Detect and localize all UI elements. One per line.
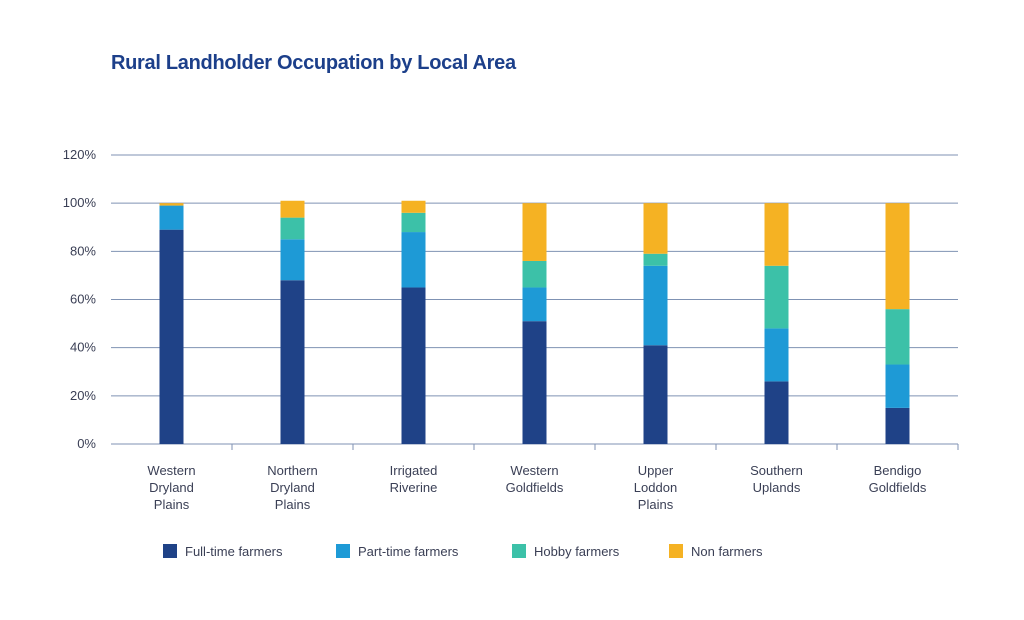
bar-segment (643, 203, 668, 254)
bar-segment (522, 203, 547, 261)
x-category-label: Upper Loddon Plains (634, 463, 677, 512)
y-axis-ticks: 0% 20% 40% 60% 80% 100% 120% (63, 147, 97, 451)
x-category-label-line: Western (147, 463, 195, 478)
chart-title: Rural Landholder Occupation by Local Are… (111, 52, 516, 74)
legend-swatch (163, 544, 177, 558)
bar-segment (280, 200, 305, 218)
bar-segment (885, 309, 910, 365)
bar-segment (159, 205, 184, 230)
y-tick-label: 100% (63, 195, 97, 210)
bar-segment (885, 203, 910, 310)
x-category-label-line: Western (510, 463, 558, 478)
x-category-label: Northern Dryland Plains (267, 463, 318, 512)
bar-segment (522, 287, 547, 322)
x-axis-categories: Western Dryland Plains Northern Dryland Plain… (147, 463, 926, 512)
bar-segment (280, 239, 305, 281)
bar-segment (401, 232, 426, 288)
bar-segment (159, 203, 184, 206)
y-tick-label: 60% (70, 292, 96, 307)
x-category-label-line: Plains (154, 497, 190, 512)
x-category-label-line: Dryland (270, 480, 315, 495)
x-category-label-line: Upper (638, 463, 674, 478)
x-category-label-line: Goldfields (506, 480, 564, 495)
x-category-label-line: Goldfields (869, 480, 927, 495)
legend-label: Hobby farmers (534, 544, 620, 559)
x-category-label-line: Dryland (149, 480, 194, 495)
y-tick-label: 120% (63, 147, 97, 162)
legend-label: Part-time farmers (358, 544, 459, 559)
y-tick-label: 20% (70, 388, 96, 403)
x-category-label-line: Uplands (753, 480, 801, 495)
x-category-label: Western Goldfields (506, 463, 564, 495)
x-category-label: Southern Uplands (750, 463, 803, 495)
x-category-label-line: Southern (750, 463, 803, 478)
bar-segment (885, 407, 910, 444)
bars (159, 200, 910, 444)
bar-segment (401, 287, 426, 444)
y-tick-label: 40% (70, 340, 96, 355)
bar-segment (280, 280, 305, 444)
bar-segment (764, 381, 789, 444)
x-category-label-line: Northern (267, 463, 318, 478)
bar-segment (280, 217, 305, 240)
bar-segment (522, 260, 547, 288)
x-category-label-line: Riverine (390, 480, 438, 495)
legend-swatch (669, 544, 683, 558)
bar-segment (401, 212, 426, 233)
legend: Full-time farmers Part-time farmers Hobby … (163, 544, 763, 559)
x-category-label-line: Bendigo (874, 463, 922, 478)
bar-segment (522, 321, 547, 444)
bar-segment (159, 229, 184, 444)
x-category-label: Irrigated Riverine (390, 463, 438, 495)
bar-segment (643, 253, 668, 266)
bar-segment (764, 265, 789, 329)
bar-segment (885, 364, 910, 408)
y-tick-label: 0% (77, 436, 96, 451)
bar-segment (643, 265, 668, 346)
y-tick-label: 80% (70, 243, 96, 258)
bar-segment (401, 200, 426, 213)
x-category-label-line: Irrigated (390, 463, 438, 478)
x-category-label: Western Dryland Plains (147, 463, 195, 512)
x-category-label-line: Plains (275, 497, 311, 512)
legend-swatch (336, 544, 350, 558)
bar-segment (643, 345, 668, 444)
legend-label: Full-time farmers (185, 544, 283, 559)
bar-segment (764, 328, 789, 382)
x-category-label-line: Plains (638, 497, 674, 512)
legend-label: Non farmers (691, 544, 763, 559)
legend-swatch (512, 544, 526, 558)
x-category-label: Bendigo Goldfields (869, 463, 927, 495)
x-category-label-line: Loddon (634, 480, 677, 495)
bar-segment (764, 203, 789, 266)
